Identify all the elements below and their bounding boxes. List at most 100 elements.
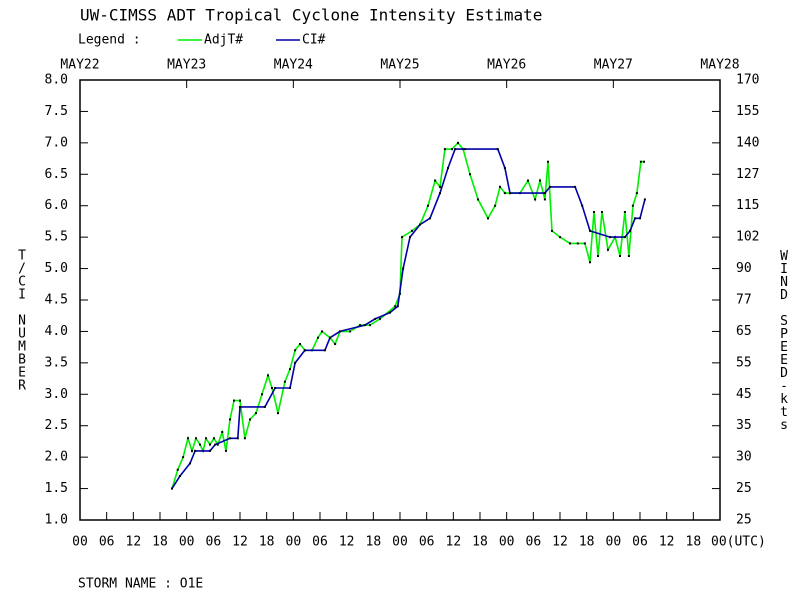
y-tick-label: 3.0	[45, 387, 68, 402]
y2-tick-label: 127	[736, 167, 759, 182]
data-point	[369, 324, 371, 327]
x-tick-label: 06	[206, 535, 222, 550]
x-tick-label: 18	[259, 535, 275, 550]
y2-tick-label: 25	[736, 481, 752, 496]
y2-tick-label: 115	[736, 198, 759, 213]
data-point	[176, 468, 179, 471]
y2-tick-label: 45	[736, 387, 752, 402]
y2-tick-label: 77	[736, 293, 752, 308]
data-point	[627, 255, 630, 257]
y2-tick-label: 65	[736, 324, 752, 339]
date-tick-label: MAY24	[274, 58, 313, 73]
data-point	[581, 204, 584, 207]
data-point	[469, 173, 471, 176]
data-point	[321, 330, 323, 333]
data-point	[213, 437, 215, 440]
data-point	[171, 487, 173, 490]
data-point	[643, 198, 646, 201]
data-point	[576, 242, 579, 245]
plot-frame	[79, 79, 721, 521]
data-point	[216, 443, 219, 446]
x-tick-label: 00(UTC)	[711, 535, 766, 550]
data-point	[317, 336, 319, 339]
data-point	[434, 179, 437, 182]
data-point	[209, 449, 211, 452]
series-line	[171, 148, 646, 490]
y-tick-label: 2.5	[45, 418, 68, 433]
x-tick-label: 00	[72, 535, 88, 550]
data-point	[629, 229, 631, 232]
data-point	[221, 431, 224, 433]
data-point	[509, 192, 511, 195]
data-point	[593, 211, 595, 213]
y-tick-label: 8.0	[45, 73, 68, 88]
data-point	[527, 179, 529, 182]
y-tick-label: 6.0	[45, 198, 68, 213]
date-tick-label: MAY28	[700, 58, 739, 73]
data-point	[543, 198, 546, 201]
data-point	[609, 236, 611, 239]
data-point	[229, 418, 231, 421]
y2-tick-label: 155	[736, 104, 759, 119]
data-point	[249, 418, 251, 421]
y-tick-label: 1.0	[45, 513, 68, 528]
x-tick-label: 12	[446, 535, 462, 550]
series-line	[171, 141, 644, 489]
data-point	[583, 242, 586, 245]
y-tick-label: 4.5	[45, 293, 68, 308]
data-point	[494, 204, 497, 207]
data-point	[229, 437, 231, 440]
y-tick-label: 3.5	[45, 355, 68, 370]
data-point	[195, 437, 197, 440]
x-tick-label: 00	[606, 535, 622, 550]
x-tick-label: 06	[632, 535, 648, 550]
x-tick-label: 12	[552, 535, 568, 550]
data-point	[574, 185, 577, 188]
y2-tick-label: 55	[736, 355, 752, 370]
data-point	[379, 317, 381, 320]
data-point	[255, 412, 257, 415]
chart-title: UW-CIMSS ADT Tropical Cyclone Intensity …	[80, 6, 542, 25]
data-point	[233, 399, 235, 402]
data-point	[389, 311, 391, 314]
y-tick-label: 5.0	[45, 261, 68, 276]
data-point	[411, 229, 413, 232]
data-point	[274, 387, 277, 389]
y-tick-label: 1.5	[45, 481, 68, 496]
date-tick-label: MAY26	[487, 58, 526, 73]
data-point	[236, 437, 239, 440]
y-tick-label: 4.0	[45, 324, 68, 339]
data-point	[261, 393, 263, 396]
x-tick-label: 06	[99, 535, 115, 550]
data-point	[277, 412, 279, 415]
data-point	[349, 330, 351, 333]
data-point	[551, 229, 553, 232]
data-point	[339, 330, 341, 333]
y2-tick-label: 170	[736, 73, 759, 88]
data-point	[503, 192, 506, 195]
data-point	[447, 167, 449, 169]
data-point	[539, 179, 541, 182]
y-tick-label: 6.5	[45, 167, 68, 182]
data-point	[547, 160, 549, 163]
y-tick-label: 2.0	[45, 450, 68, 465]
data-point	[589, 229, 591, 232]
data-point	[543, 192, 546, 195]
date-tick-label: MAY23	[167, 58, 206, 73]
data-point	[451, 148, 453, 151]
x-tick-label: 06	[419, 535, 435, 550]
data-point	[329, 336, 331, 339]
data-point	[443, 148, 446, 151]
data-point	[374, 317, 377, 320]
data-point	[323, 349, 326, 352]
data-point	[635, 192, 638, 195]
data-point	[263, 405, 266, 408]
data-point	[634, 217, 637, 220]
data-point	[299, 343, 301, 345]
data-point	[639, 160, 642, 163]
data-point	[396, 305, 399, 308]
data-point	[623, 211, 626, 213]
data-point	[179, 475, 181, 477]
data-point	[359, 324, 361, 327]
y2-tick-label: 140	[736, 135, 759, 150]
